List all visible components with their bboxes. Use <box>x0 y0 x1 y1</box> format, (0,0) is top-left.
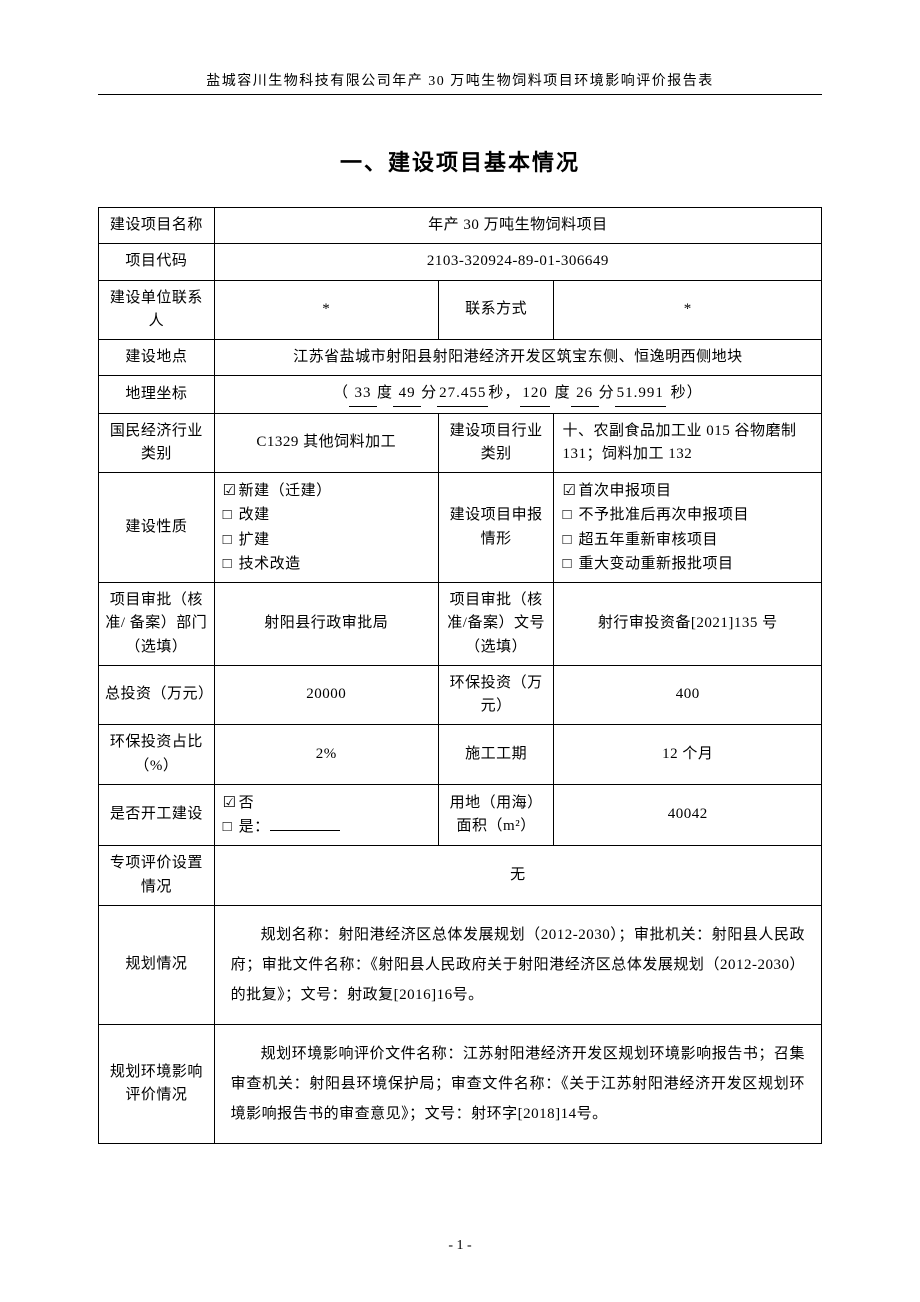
value-env-ratio: 2% <box>214 725 438 785</box>
value-started: ☑否□是： <box>214 784 438 846</box>
value-plan-eia: 规划环境影响评价文件名称：江苏射阳港经济开发区规划环境影响报告书；召集审查机关：… <box>214 1024 821 1143</box>
table-row: 专项评价设置情况 无 <box>99 846 822 906</box>
label-industry-class: 国民经济行业类别 <box>99 413 215 473</box>
label-total-invest: 总投资（万元） <box>99 665 215 725</box>
value-special-eval: 无 <box>214 846 821 906</box>
value-total-invest: 20000 <box>214 665 438 725</box>
value-project-code: 2103-320924-89-01-306649 <box>214 244 821 280</box>
label-period: 施工工期 <box>438 725 554 785</box>
label-land-area: 用地（用海）面积（m²） <box>438 784 554 846</box>
value-geo-coord: （33度49分27.455秒，120 度26分51.991 秒） <box>214 376 821 413</box>
table-row: 建设单位联系人 * 联系方式 * <box>99 280 822 340</box>
table-row: 项目代码 2103-320924-89-01-306649 <box>99 244 822 280</box>
label-contact-method: 联系方式 <box>438 280 554 340</box>
label-contact-person: 建设单位联系人 <box>99 280 215 340</box>
label-env-ratio: 环保投资占比（%） <box>99 725 215 785</box>
value-location: 江苏省盐城市射阳县射阳港经济开发区筑宝东侧、恒逸明西侧地块 <box>214 340 821 376</box>
label-approval-dept: 项目审批（核准/ 备案）部门（选填） <box>99 583 215 666</box>
table-row: 环保投资占比（%） 2% 施工工期 12 个月 <box>99 725 822 785</box>
label-geo-coord: 地理坐标 <box>99 376 215 413</box>
table-row: 规划情况 规划名称：射阳港经济区总体发展规划（2012-2030）；审批机关：射… <box>99 905 822 1024</box>
value-nature: ☑新建（迁建）□改建□扩建□技术改造 <box>214 473 438 583</box>
value-project-industry: 十、农副食品加工业 015 谷物磨制 131；饲料加工 132 <box>554 413 822 473</box>
table-row: 总投资（万元） 20000 环保投资（万元） 400 <box>99 665 822 725</box>
plan-eia-text: 规划环境影响评价文件名称：江苏射阳港经济开发区规划环境影响报告书；召集审查机关：… <box>221 1031 815 1137</box>
value-project-name: 年产 30 万吨生物饲料项目 <box>214 208 821 244</box>
table-row: 建设性质 ☑新建（迁建）□改建□扩建□技术改造 建设项目申报情形 ☑首次申报项目… <box>99 473 822 583</box>
table-row: 国民经济行业类别 C1329 其他饲料加工 建设项目行业类别 十、农副食品加工业… <box>99 413 822 473</box>
value-contact-person: * <box>214 280 438 340</box>
value-approval-dept: 射阳县行政审批局 <box>214 583 438 666</box>
label-plan-eia: 规划环境影响评价情况 <box>99 1024 215 1143</box>
label-project-industry: 建设项目行业类别 <box>438 413 554 473</box>
label-started: 是否开工建设 <box>99 784 215 846</box>
label-location: 建设地点 <box>99 340 215 376</box>
label-project-name: 建设项目名称 <box>99 208 215 244</box>
table-row: 项目审批（核准/ 备案）部门（选填） 射阳县行政审批局 项目审批（核准/备案）文… <box>99 583 822 666</box>
label-project-code: 项目代码 <box>99 244 215 280</box>
table-row: 建设项目名称 年产 30 万吨生物饲料项目 <box>99 208 822 244</box>
document-header: 盐城容川生物科技有限公司年产 30 万吨生物饲料项目环境影响评价报告表 <box>98 70 822 95</box>
value-industry-class: C1329 其他饲料加工 <box>214 413 438 473</box>
page-number: - 1 - <box>0 1238 920 1254</box>
value-period: 12 个月 <box>554 725 822 785</box>
value-contact-method: * <box>554 280 822 340</box>
label-plan-info: 规划情况 <box>99 905 215 1024</box>
label-env-invest: 环保投资（万元） <box>438 665 554 725</box>
label-approval-no: 项目审批（核准/备案）文号（选填） <box>438 583 554 666</box>
value-env-invest: 400 <box>554 665 822 725</box>
table-row: 地理坐标 （33度49分27.455秒，120 度26分51.991 秒） <box>99 376 822 413</box>
label-special-eval: 专项评价设置情况 <box>99 846 215 906</box>
section-title: 一、建设项目基本情况 <box>98 145 822 177</box>
label-nature: 建设性质 <box>99 473 215 583</box>
value-approval-no: 射行审投资备[2021]135 号 <box>554 583 822 666</box>
value-land-area: 40042 <box>554 784 822 846</box>
table-row: 是否开工建设 ☑否□是： 用地（用海）面积（m²） 40042 <box>99 784 822 846</box>
info-table: 建设项目名称 年产 30 万吨生物饲料项目 项目代码 2103-320924-8… <box>98 207 822 1144</box>
table-row: 规划环境影响评价情况 规划环境影响评价文件名称：江苏射阳港经济开发区规划环境影响… <box>99 1024 822 1143</box>
table-row: 建设地点 江苏省盐城市射阳县射阳港经济开发区筑宝东侧、恒逸明西侧地块 <box>99 340 822 376</box>
value-plan-info: 规划名称：射阳港经济区总体发展规划（2012-2030）；审批机关：射阳县人民政… <box>214 905 821 1024</box>
value-apply-situation: ☑首次申报项目□不予批准后再次申报项目□超五年重新审核项目□重大变动重新报批项目 <box>554 473 822 583</box>
plan-info-text: 规划名称：射阳港经济区总体发展规划（2012-2030）；审批机关：射阳县人民政… <box>221 912 815 1018</box>
label-apply-situation: 建设项目申报情形 <box>438 473 554 583</box>
